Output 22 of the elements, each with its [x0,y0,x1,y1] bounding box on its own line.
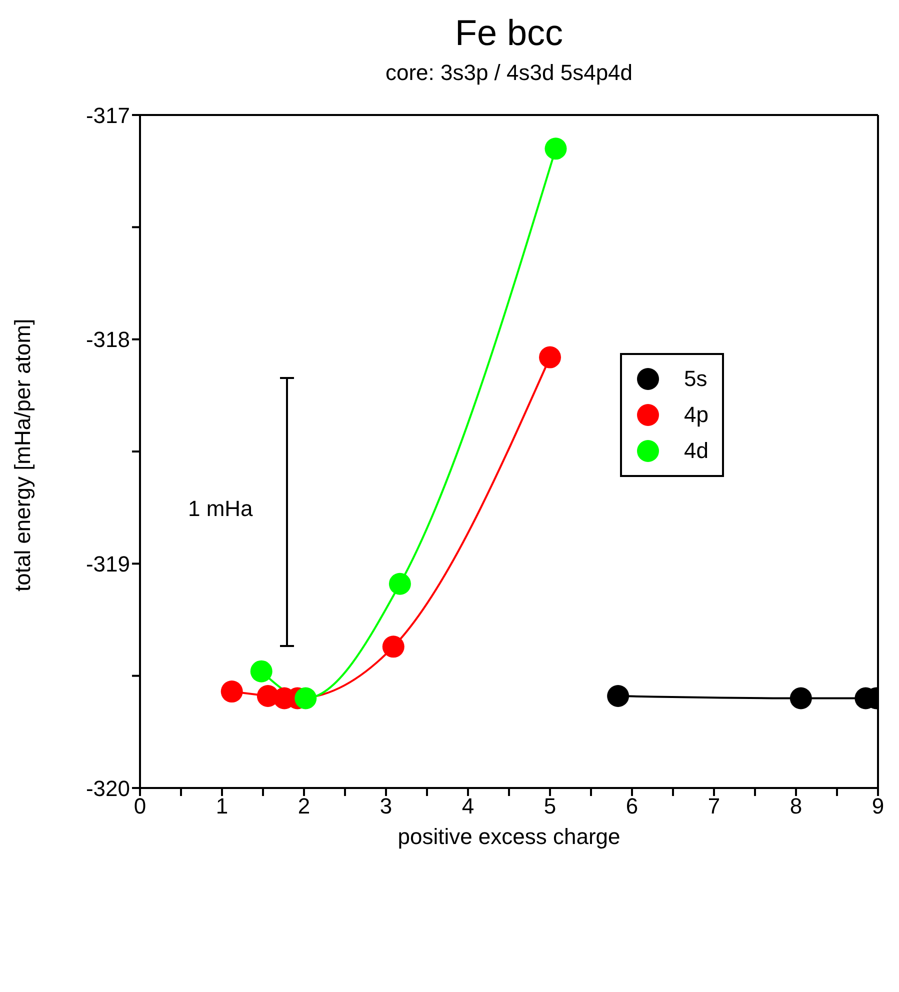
x-tick-label: 3 [380,794,392,819]
chart-title: Fe bcc [454,12,564,54]
legend-label: 4d [684,438,708,464]
x-tick-label: 7 [708,794,720,819]
y-tick-label: -320 [86,776,130,801]
annotation: 1 mHa [188,496,253,522]
x-tick-label: 8 [790,794,802,819]
x-tick-label: 0 [134,794,146,819]
x-tick-label: 9 [872,794,884,819]
x-axis-title: positive excess charge [398,824,620,849]
x-tick-label: 2 [298,794,310,819]
chart-subtitle: core: 3s3p / 4s3d 5s4p4d [384,60,634,86]
y-tick-label: -317 [86,102,130,128]
legend-label: 5s [684,366,708,392]
x-tick-label: 1 [216,794,228,819]
x-tick-label: 6 [626,794,638,819]
y-axis-title: total energy [mHa/per atom] [10,318,35,592]
x-tick-label: 5 [544,794,556,819]
legend-label: 4p [684,402,708,428]
x-tick-label: 4 [462,794,474,819]
y-tick-label: -318 [86,327,130,352]
y-tick-label: -319 [86,551,130,576]
